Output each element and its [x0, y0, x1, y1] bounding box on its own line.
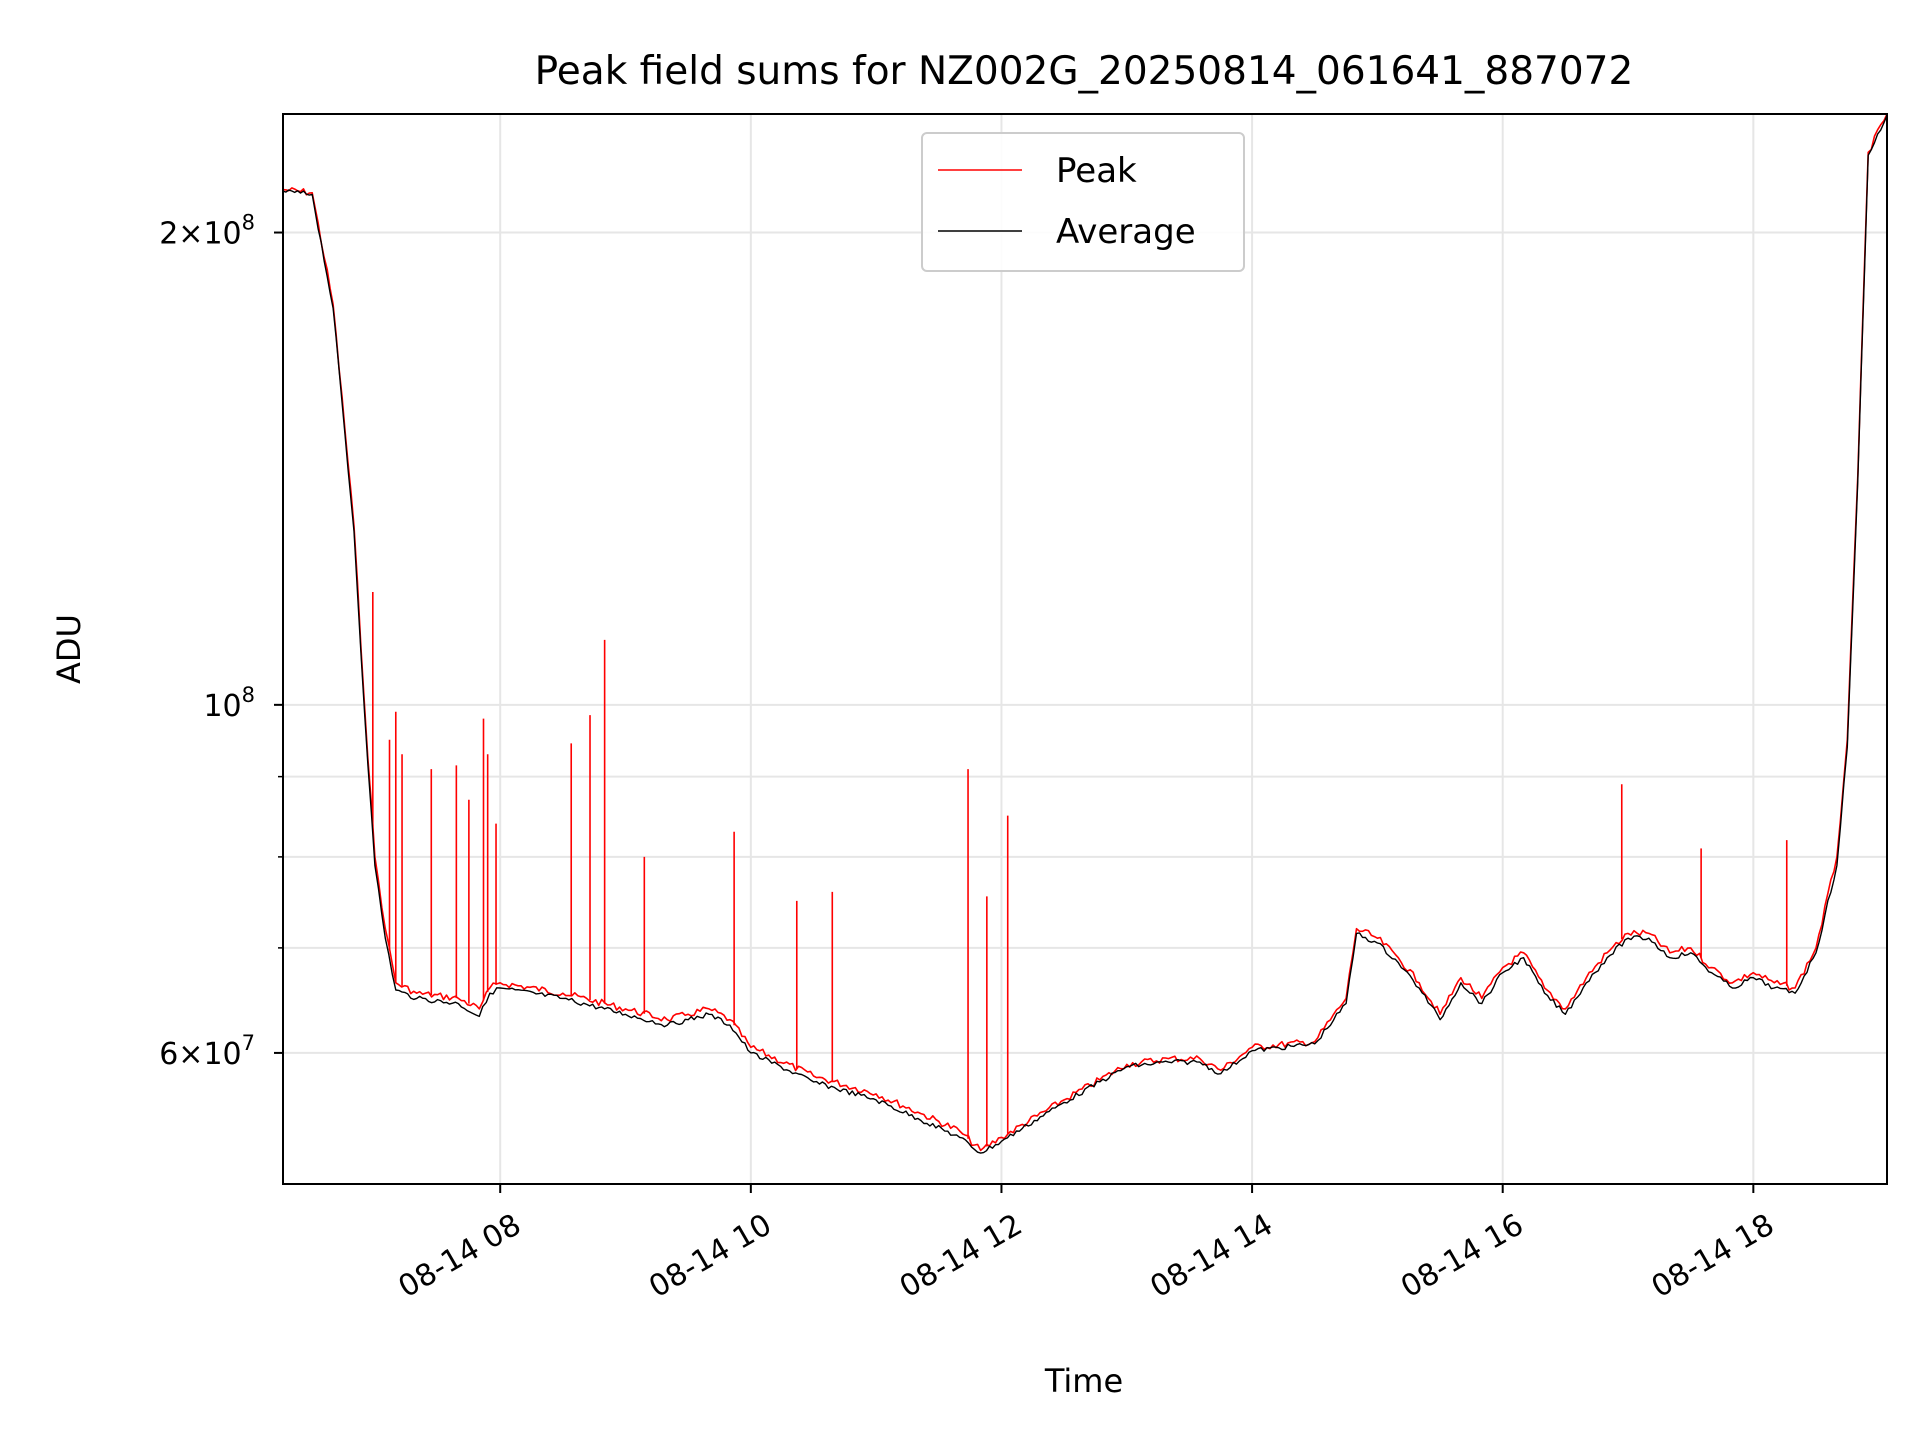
chart-title: Peak field sums for NZ002G_20250814_0616… — [535, 49, 1634, 94]
series-layer — [283, 114, 1887, 1154]
legend-peak-label: Peak — [1056, 151, 1137, 191]
x-axis-label: Time — [1044, 1362, 1123, 1400]
y-axis-label: ADU — [50, 614, 88, 684]
legend-box — [921, 132, 1245, 272]
legend: Peak Average — [921, 132, 1245, 272]
y-tick-label: 108 — [203, 683, 255, 724]
y-tick-exponent: 8 — [242, 211, 255, 235]
y-tick-label: 6×107 — [159, 1031, 255, 1072]
y-tick-label: 2×108 — [159, 211, 255, 252]
y-tick-mantissa: 10 — [203, 689, 241, 724]
grid-layer — [283, 114, 1887, 1184]
y-tick-exponent: 7 — [242, 1031, 255, 1055]
plot-frame — [282, 113, 1888, 1185]
legend-average-label: Average — [1056, 212, 1196, 252]
y-tick-exponent: 8 — [242, 683, 255, 707]
series-average-line — [283, 115, 1887, 1154]
y-tick-mantissa: 2×10 — [159, 217, 241, 252]
y-tick-mantissa: 6×10 — [159, 1037, 241, 1072]
